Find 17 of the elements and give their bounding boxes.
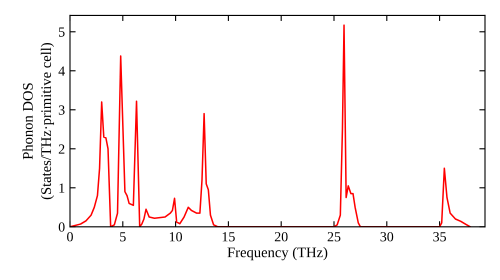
y-tick-label: 2 (58, 144, 64, 154)
x-tick-label: 15 (222, 232, 235, 242)
y-tick-label: 0 (58, 222, 65, 232)
x-tick-label: 30 (380, 232, 394, 242)
y-tick-label: 5 (59, 28, 65, 37)
y-tick-label: 4 (58, 66, 65, 76)
x-tick-label: 0 (67, 232, 73, 242)
y-tick-label: 1 (59, 183, 64, 193)
x-tick-label: 35 (433, 232, 446, 242)
y-tick-label: 3 (58, 105, 65, 115)
y-axis-title: Phonon DOS (States/THz·primitive cell) (22, 42, 54, 200)
x-tick-label: 10 (170, 232, 182, 242)
x-tick-label: 25 (328, 232, 340, 242)
x-tick-label: 5 (120, 232, 126, 242)
line-series (70, 24, 471, 227)
x-axis-title: Frequency (THz) (228, 247, 328, 260)
x-tick-label: 20 (274, 232, 288, 242)
